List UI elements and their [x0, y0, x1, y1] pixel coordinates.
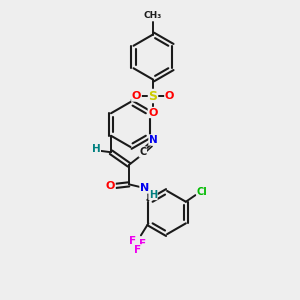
Text: O: O — [132, 91, 141, 101]
Text: O: O — [148, 107, 158, 118]
Text: N: N — [149, 135, 158, 145]
Text: CH₃: CH₃ — [144, 11, 162, 20]
Text: O: O — [106, 181, 115, 191]
Text: O: O — [165, 91, 174, 101]
Text: F: F — [140, 239, 147, 249]
Text: H: H — [149, 190, 157, 200]
Text: N: N — [140, 183, 149, 193]
Text: S: S — [148, 89, 158, 103]
Text: C: C — [139, 147, 146, 157]
Text: H: H — [92, 144, 100, 154]
Text: F: F — [129, 236, 137, 246]
Text: F: F — [134, 245, 142, 255]
Text: Cl: Cl — [197, 187, 208, 197]
